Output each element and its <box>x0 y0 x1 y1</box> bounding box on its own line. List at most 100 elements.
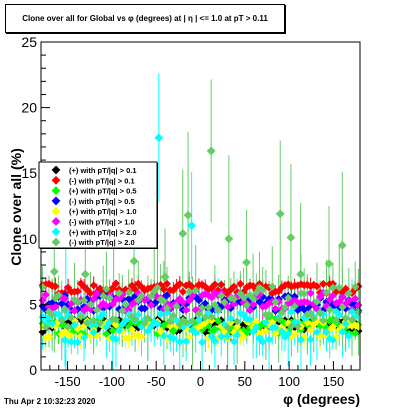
data-point <box>185 296 194 305</box>
data-point <box>338 327 347 337</box>
data-point <box>134 296 143 305</box>
legend-label: (-) with pT/|q| > 0.1 <box>69 176 135 185</box>
legend-label: (-) with pT/|q| > 0.5 <box>69 197 135 206</box>
data-point <box>111 279 120 288</box>
data-point <box>210 336 219 345</box>
data-point-outlier <box>286 233 296 242</box>
y-tick-label: 15 <box>21 165 37 181</box>
data-point <box>70 306 79 315</box>
data-point <box>214 305 223 314</box>
data-point-outlier <box>154 133 164 143</box>
data-point <box>86 300 95 309</box>
data-point <box>236 279 245 288</box>
x-axis-label: φ (degrees) <box>283 391 360 407</box>
data-point <box>191 286 200 295</box>
data-point <box>76 312 85 321</box>
data-point <box>147 292 156 301</box>
data-point <box>306 289 315 298</box>
data-point <box>281 303 290 312</box>
data-point <box>99 299 108 308</box>
data-point <box>162 279 172 288</box>
data-point <box>194 309 203 318</box>
data-point <box>54 291 63 300</box>
data-point <box>140 319 149 328</box>
data-point <box>147 301 156 310</box>
data-point <box>182 318 191 327</box>
legend-label: (+) with pT/|q| > 0.1 <box>69 166 137 175</box>
data-point <box>271 304 280 313</box>
data-point <box>306 309 315 318</box>
data-point <box>95 319 105 328</box>
data-point <box>319 279 328 288</box>
data-point <box>210 280 219 289</box>
data-point <box>48 319 57 329</box>
data-point <box>239 293 248 302</box>
chart-title: Clone over all for Global vs φ (degrees)… <box>5 4 285 33</box>
data-point <box>38 296 47 305</box>
data-point <box>300 289 309 298</box>
data-point <box>83 319 92 328</box>
data-point <box>271 323 280 332</box>
data-point <box>102 322 111 331</box>
data-point <box>229 295 239 304</box>
data-point-outlier <box>324 259 334 269</box>
data-point-outlier <box>183 210 193 220</box>
data-point-outlier <box>296 269 306 279</box>
data-point <box>143 314 152 323</box>
data-point-outlier <box>206 146 216 156</box>
data-point-outlier <box>337 240 347 250</box>
x-tick-label: 50 <box>238 374 252 389</box>
data-point <box>80 333 89 342</box>
data-point <box>233 322 242 331</box>
data-point <box>322 288 331 297</box>
data-point <box>89 328 98 337</box>
data-point <box>86 289 95 298</box>
data-point-outlier <box>275 209 285 219</box>
data-point <box>134 310 143 319</box>
legend-label: (+) with pT/|q| > 2.0 <box>69 228 137 237</box>
data-point <box>140 304 149 313</box>
data-point <box>99 309 108 318</box>
data-point <box>102 285 111 294</box>
data-point <box>245 306 254 315</box>
data-point <box>67 337 76 346</box>
data-point <box>338 293 347 302</box>
data-point <box>265 335 274 344</box>
data-point <box>290 330 299 339</box>
data-point <box>258 337 267 346</box>
data-point <box>121 316 130 325</box>
data-point <box>249 327 258 336</box>
data-point <box>325 305 334 314</box>
legend-label: (-) with pT/|q| > 2.0 <box>69 238 135 247</box>
data-point <box>229 300 239 309</box>
data-point <box>169 311 178 320</box>
data-point <box>274 314 283 323</box>
data-point <box>92 289 101 298</box>
data-point <box>115 289 124 298</box>
data-point <box>344 289 353 298</box>
data-point <box>287 307 296 316</box>
data-point <box>312 282 321 291</box>
data-point-outlier <box>80 269 90 279</box>
data-point <box>102 301 111 311</box>
data-point <box>60 305 69 314</box>
data-point <box>178 298 187 307</box>
data-point <box>124 334 133 343</box>
data-point-outlier <box>224 234 234 244</box>
data-points <box>38 133 363 347</box>
data-point <box>348 307 357 316</box>
data-point <box>73 297 82 306</box>
legend-label: (+) with pT/|q| > 0.5 <box>69 187 137 196</box>
data-point <box>204 291 213 300</box>
data-point <box>60 294 69 303</box>
data-point <box>86 305 95 314</box>
data-point <box>335 311 344 320</box>
data-point <box>201 313 210 322</box>
data-point <box>80 296 89 305</box>
data-point <box>137 332 146 341</box>
data-point <box>306 335 315 344</box>
data-point <box>335 297 344 306</box>
legend: (+) with pT/|q| > 0.1(-) with pT/|q| > 0… <box>38 161 158 249</box>
data-point <box>258 286 267 295</box>
